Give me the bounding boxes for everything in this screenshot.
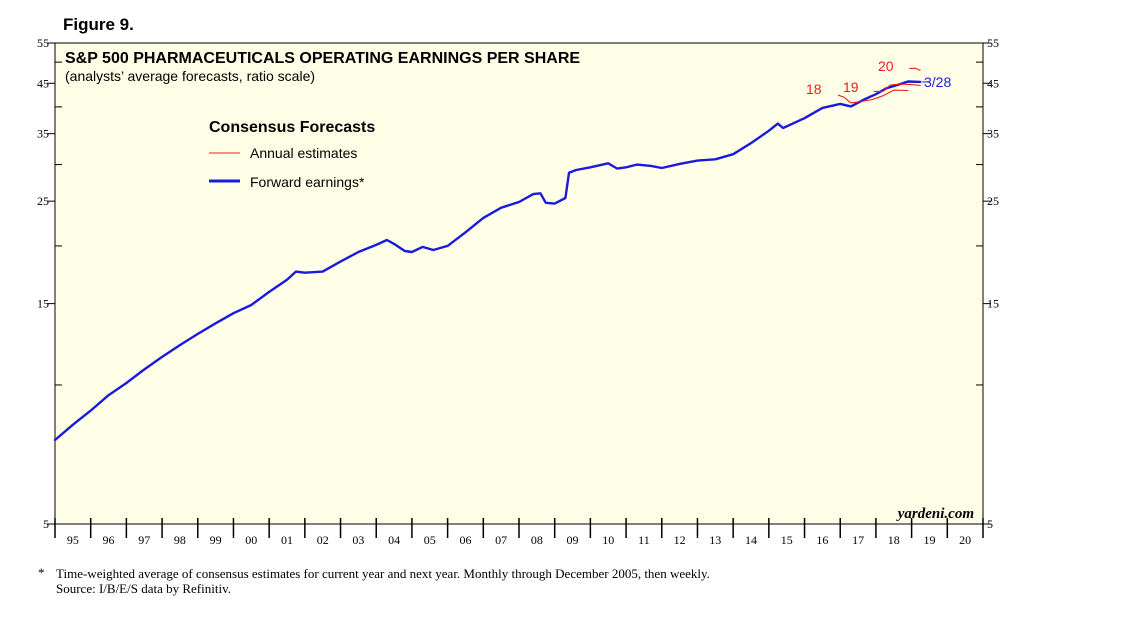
x-tick-label: 19 — [923, 533, 935, 547]
annotation-19: 19 — [843, 79, 859, 95]
x-tick-label: 18 — [888, 533, 900, 547]
y-tick-label-left: 45 — [37, 76, 49, 90]
x-tick-label: 20 — [959, 533, 971, 547]
y-tick-label-left: 5 — [43, 517, 49, 531]
annotation-3-28: 3/28 — [924, 74, 951, 90]
watermark: yardeni.com — [896, 506, 974, 522]
x-tick-label: 14 — [745, 533, 757, 547]
x-tick-label: 99 — [210, 533, 222, 547]
x-tick-label: 16 — [816, 533, 828, 547]
series-forward-earnings — [53, 80, 922, 442]
y-tick-label-right: 55 — [987, 36, 999, 50]
x-tick-label: 15 — [781, 533, 793, 547]
y-tick-label-left: 25 — [37, 194, 49, 208]
y-tick-label-left: 15 — [37, 297, 49, 311]
x-tick-label: 98 — [174, 533, 186, 547]
figure-label: Figure 9. — [63, 15, 134, 34]
plot-area — [54, 42, 984, 525]
chart-title: S&P 500 PHARMACEUTICALS OPERATING EARNIN… — [65, 50, 580, 67]
x-tick-label: 95 — [67, 533, 79, 547]
x-tick-label: 13 — [709, 533, 721, 547]
x-tick-label: 06 — [459, 533, 471, 547]
x-tick-label: 97 — [138, 533, 150, 547]
x-axis: 95 96 97 98 99 00 01 02 03 04 05 06 07 08 09 10 11 12 13 14… — [54, 518, 984, 547]
y-tick-label-right: 15 — [987, 297, 999, 311]
x-tick-label: 12 — [674, 533, 686, 547]
y-tick-label-right: 35 — [987, 127, 999, 141]
x-tick-label: 02 — [317, 533, 329, 547]
source-note: Source: I/B/E/S data by Refinitiv. — [56, 581, 231, 596]
y-tick-label-right: 5 — [987, 517, 993, 531]
legend-label-annual: Annual estimates — [250, 145, 357, 161]
x-tick-label: 00 — [245, 533, 257, 547]
chart-subtitle: (analysts’ average forecasts, ratio scal… — [65, 68, 315, 84]
y-tick-label-right: 45 — [987, 76, 999, 90]
series-annual-estimate-20 — [909, 67, 921, 71]
x-tick-label: 11 — [638, 533, 650, 547]
legend: Consensus Forecasts Annual estimates For… — [209, 119, 375, 190]
annotation-18: 18 — [806, 81, 822, 97]
x-tick-label: 03 — [352, 533, 364, 547]
x-tick-label: 10 — [602, 533, 614, 547]
footnote: Time-weighted average of consensus estim… — [56, 566, 710, 581]
series-annual-estimate-18 — [837, 89, 909, 104]
x-tick-label: 09 — [567, 533, 579, 547]
x-tick-label: 04 — [388, 533, 400, 547]
x-tick-label: 01 — [281, 533, 293, 547]
footnote-star: * — [38, 565, 45, 580]
series-layer — [53, 67, 929, 442]
x-tick-label: 07 — [495, 533, 507, 547]
x-tick-label: 96 — [103, 533, 115, 547]
y-tick-label-left: 55 — [37, 36, 49, 50]
y-tick-label-left: 35 — [37, 127, 49, 141]
x-tick-label: 05 — [424, 533, 436, 547]
legend-label-forward: Forward earnings* — [250, 174, 365, 190]
legend-title: Consensus Forecasts — [209, 119, 375, 136]
y-tick-label-right: 25 — [987, 194, 999, 208]
series-annual-estimate-19 — [873, 83, 921, 92]
x-tick-label: 17 — [852, 533, 864, 547]
x-tick-label: 08 — [531, 533, 543, 547]
annotation-20: 20 — [878, 58, 894, 74]
